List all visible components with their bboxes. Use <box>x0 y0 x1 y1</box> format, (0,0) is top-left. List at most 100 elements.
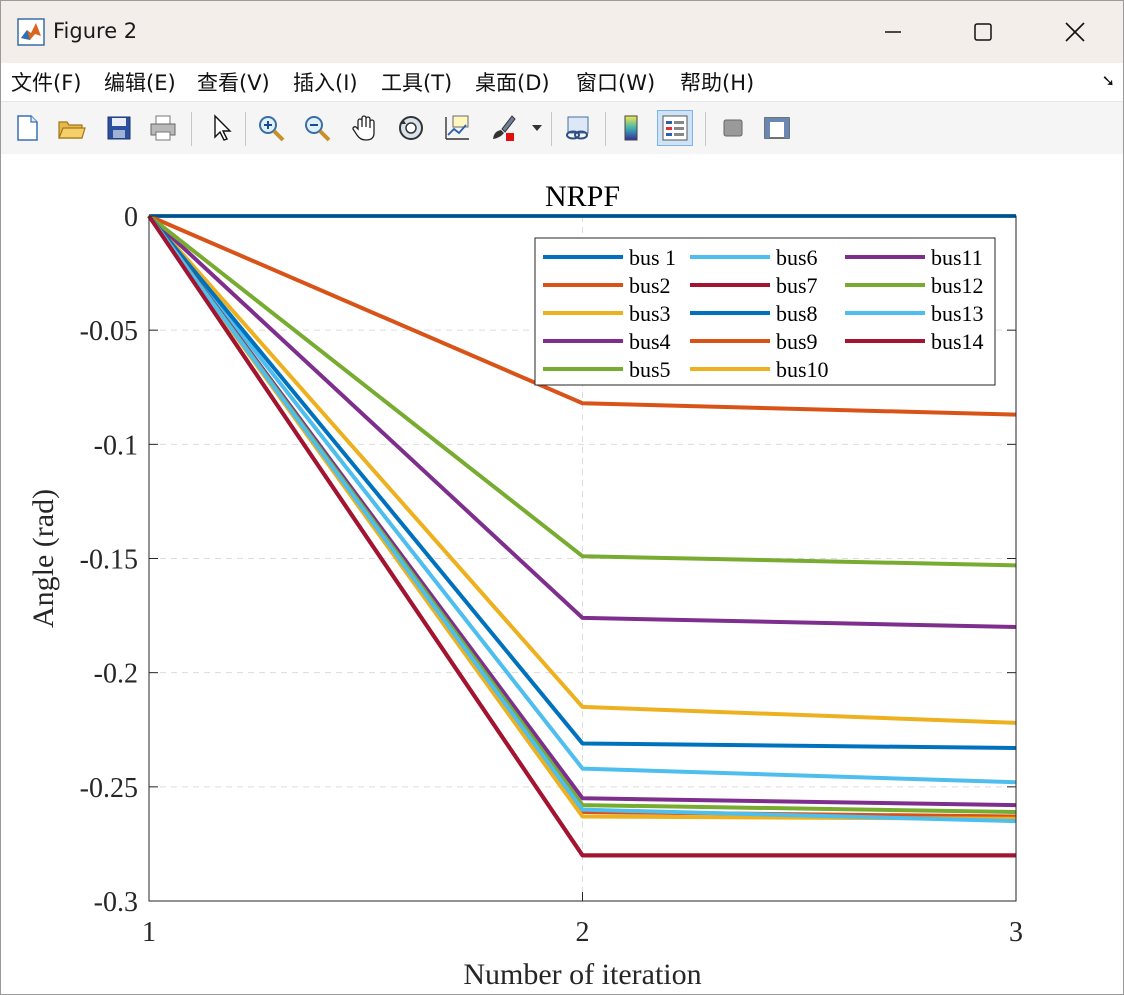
y-tick-label: -0.3 <box>94 887 138 918</box>
series-line <box>147 214 1017 785</box>
series-line <box>147 214 1016 858</box>
zoom-in-icon <box>259 116 285 142</box>
minimize-button[interactable] <box>847 1 939 63</box>
show-plot-tools-icon <box>764 117 790 139</box>
data-cursor-button[interactable] <box>439 110 475 146</box>
legend-label: bus 1 <box>629 245 676 270</box>
title-bar[interactable]: Figure 2 <box>1 1 1123 63</box>
rotate-3d-icon <box>399 116 423 140</box>
x-tick-label: 1 <box>142 917 156 948</box>
chevron-down-icon <box>532 125 542 131</box>
legend-label: bus4 <box>629 329 671 354</box>
series-lines <box>147 214 1017 858</box>
pointer-button[interactable] <box>203 110 239 146</box>
menu-tools[interactable]: 工具(T) <box>381 71 453 95</box>
pan-hand-icon <box>352 115 375 141</box>
brush-dropdown-button[interactable] <box>527 110 547 146</box>
legend-button[interactable] <box>657 110 693 146</box>
legend-label: bus3 <box>629 301 671 326</box>
rotate-button[interactable] <box>393 110 429 146</box>
series-line <box>147 214 1017 824</box>
menu-bar: 文件(F) 编辑(E) 查看(V) 插入(I) 工具(T) 桌面(D) 窗口(W… <box>1 63 1123 101</box>
legend-label: bus6 <box>776 245 818 270</box>
x-axis-label: Number of iteration <box>463 958 701 991</box>
legend-label: bus9 <box>776 329 818 354</box>
minimize-icon <box>885 31 901 33</box>
legend-label: bus2 <box>629 273 671 298</box>
print-icon <box>150 115 176 141</box>
y-axis-label: Angle (rad) <box>27 489 60 628</box>
x-tick-label: 3 <box>1009 917 1023 948</box>
maximize-button[interactable] <box>937 1 1029 63</box>
legend-label: bus12 <box>931 273 984 298</box>
close-icon <box>1065 22 1085 42</box>
open-file-button[interactable] <box>53 110 89 146</box>
axis-ticks: 0 -0.05 -0.1 -0.15 -0.2 -0.25 -0.31 2 3 <box>80 202 1023 948</box>
menu-window[interactable]: 窗口(W) <box>576 71 656 95</box>
maximize-icon <box>974 23 992 41</box>
y-tick-label: -0.15 <box>80 545 138 576</box>
y-tick-label: -0.2 <box>94 659 138 690</box>
colorbar-button[interactable] <box>613 110 649 146</box>
hide-plot-tools-icon <box>723 119 743 137</box>
y-tick-label: -0.1 <box>94 430 138 461</box>
toolbar-separator <box>605 112 606 146</box>
legend-label: bus10 <box>776 357 829 382</box>
brush-button[interactable] <box>485 110 521 146</box>
toolbar-separator <box>191 112 192 146</box>
menu-view[interactable]: 查看(V) <box>197 71 270 95</box>
zoom-out-button[interactable] <box>299 110 335 146</box>
close-button[interactable] <box>1029 1 1121 63</box>
chart-title: NRPF <box>545 180 620 213</box>
legend-label: bus7 <box>776 273 818 298</box>
menu-file[interactable]: 文件(F) <box>11 71 82 95</box>
legend-label: bus11 <box>931 245 983 270</box>
zoom-out-icon <box>305 116 331 142</box>
save-button[interactable] <box>101 110 137 146</box>
series-line <box>148 214 1017 417</box>
brush-icon <box>493 115 516 141</box>
menu-help[interactable]: 帮助(H) <box>680 71 755 95</box>
legend-label: bus5 <box>629 357 671 382</box>
series-line <box>147 214 1017 568</box>
pan-button[interactable] <box>347 110 383 146</box>
zoom-in-button[interactable] <box>253 110 289 146</box>
series-line <box>147 214 1017 725</box>
legend[interactable]: bus 1 bus2 bus3 bus4 bus5 bus6 bus7 bus8 bus9 bus… <box>534 237 996 386</box>
figure-canvas: 0 -0.05 -0.1 -0.15 -0.2 -0.25 -0.3 1 2 3 NRPF Num… <box>1 154 1123 994</box>
toolbar-separator <box>551 112 552 146</box>
y-tick-label: 0 <box>124 202 138 233</box>
window-title: Figure 2 <box>53 19 138 43</box>
figure-toolbar <box>1 101 1123 155</box>
menu-edit[interactable]: 编辑(E) <box>104 71 176 95</box>
menu-overflow-arrow-icon[interactable]: ➘ <box>1101 71 1115 90</box>
hide-plot-tools-button[interactable] <box>715 110 751 146</box>
toolbar-separator <box>705 112 706 146</box>
colorbar-icon <box>624 115 638 141</box>
legend-label: bus14 <box>931 329 984 354</box>
series-line <box>147 214 1017 751</box>
x-tick-label: 2 <box>576 917 590 948</box>
new-figure-button[interactable] <box>9 110 45 146</box>
save-icon <box>107 116 131 140</box>
open-file-icon <box>58 121 86 139</box>
matlab-logo-icon <box>17 18 45 46</box>
link-plot-button[interactable] <box>559 110 595 146</box>
legend-icon <box>662 115 688 141</box>
print-button[interactable] <box>145 110 181 146</box>
y-tick-label: -0.25 <box>80 773 138 804</box>
legend-label: bus13 <box>931 301 984 326</box>
data-cursor-icon <box>445 115 469 140</box>
show-plot-tools-button[interactable] <box>759 110 795 146</box>
series-line <box>147 214 1017 629</box>
y-tick-label: -0.05 <box>80 316 138 347</box>
link-plot-icon <box>566 116 589 140</box>
legend-label: bus8 <box>776 301 818 326</box>
menu-desktop[interactable]: 桌面(D) <box>475 71 550 95</box>
line-chart: 0 -0.05 -0.1 -0.15 -0.2 -0.25 -0.31 2 3 NRPF Num… <box>27 180 1023 991</box>
pointer-icon <box>214 114 232 141</box>
new-figure-icon <box>17 115 38 141</box>
menu-insert[interactable]: 插入(I) <box>293 71 358 95</box>
toolbar-separator <box>245 112 246 146</box>
